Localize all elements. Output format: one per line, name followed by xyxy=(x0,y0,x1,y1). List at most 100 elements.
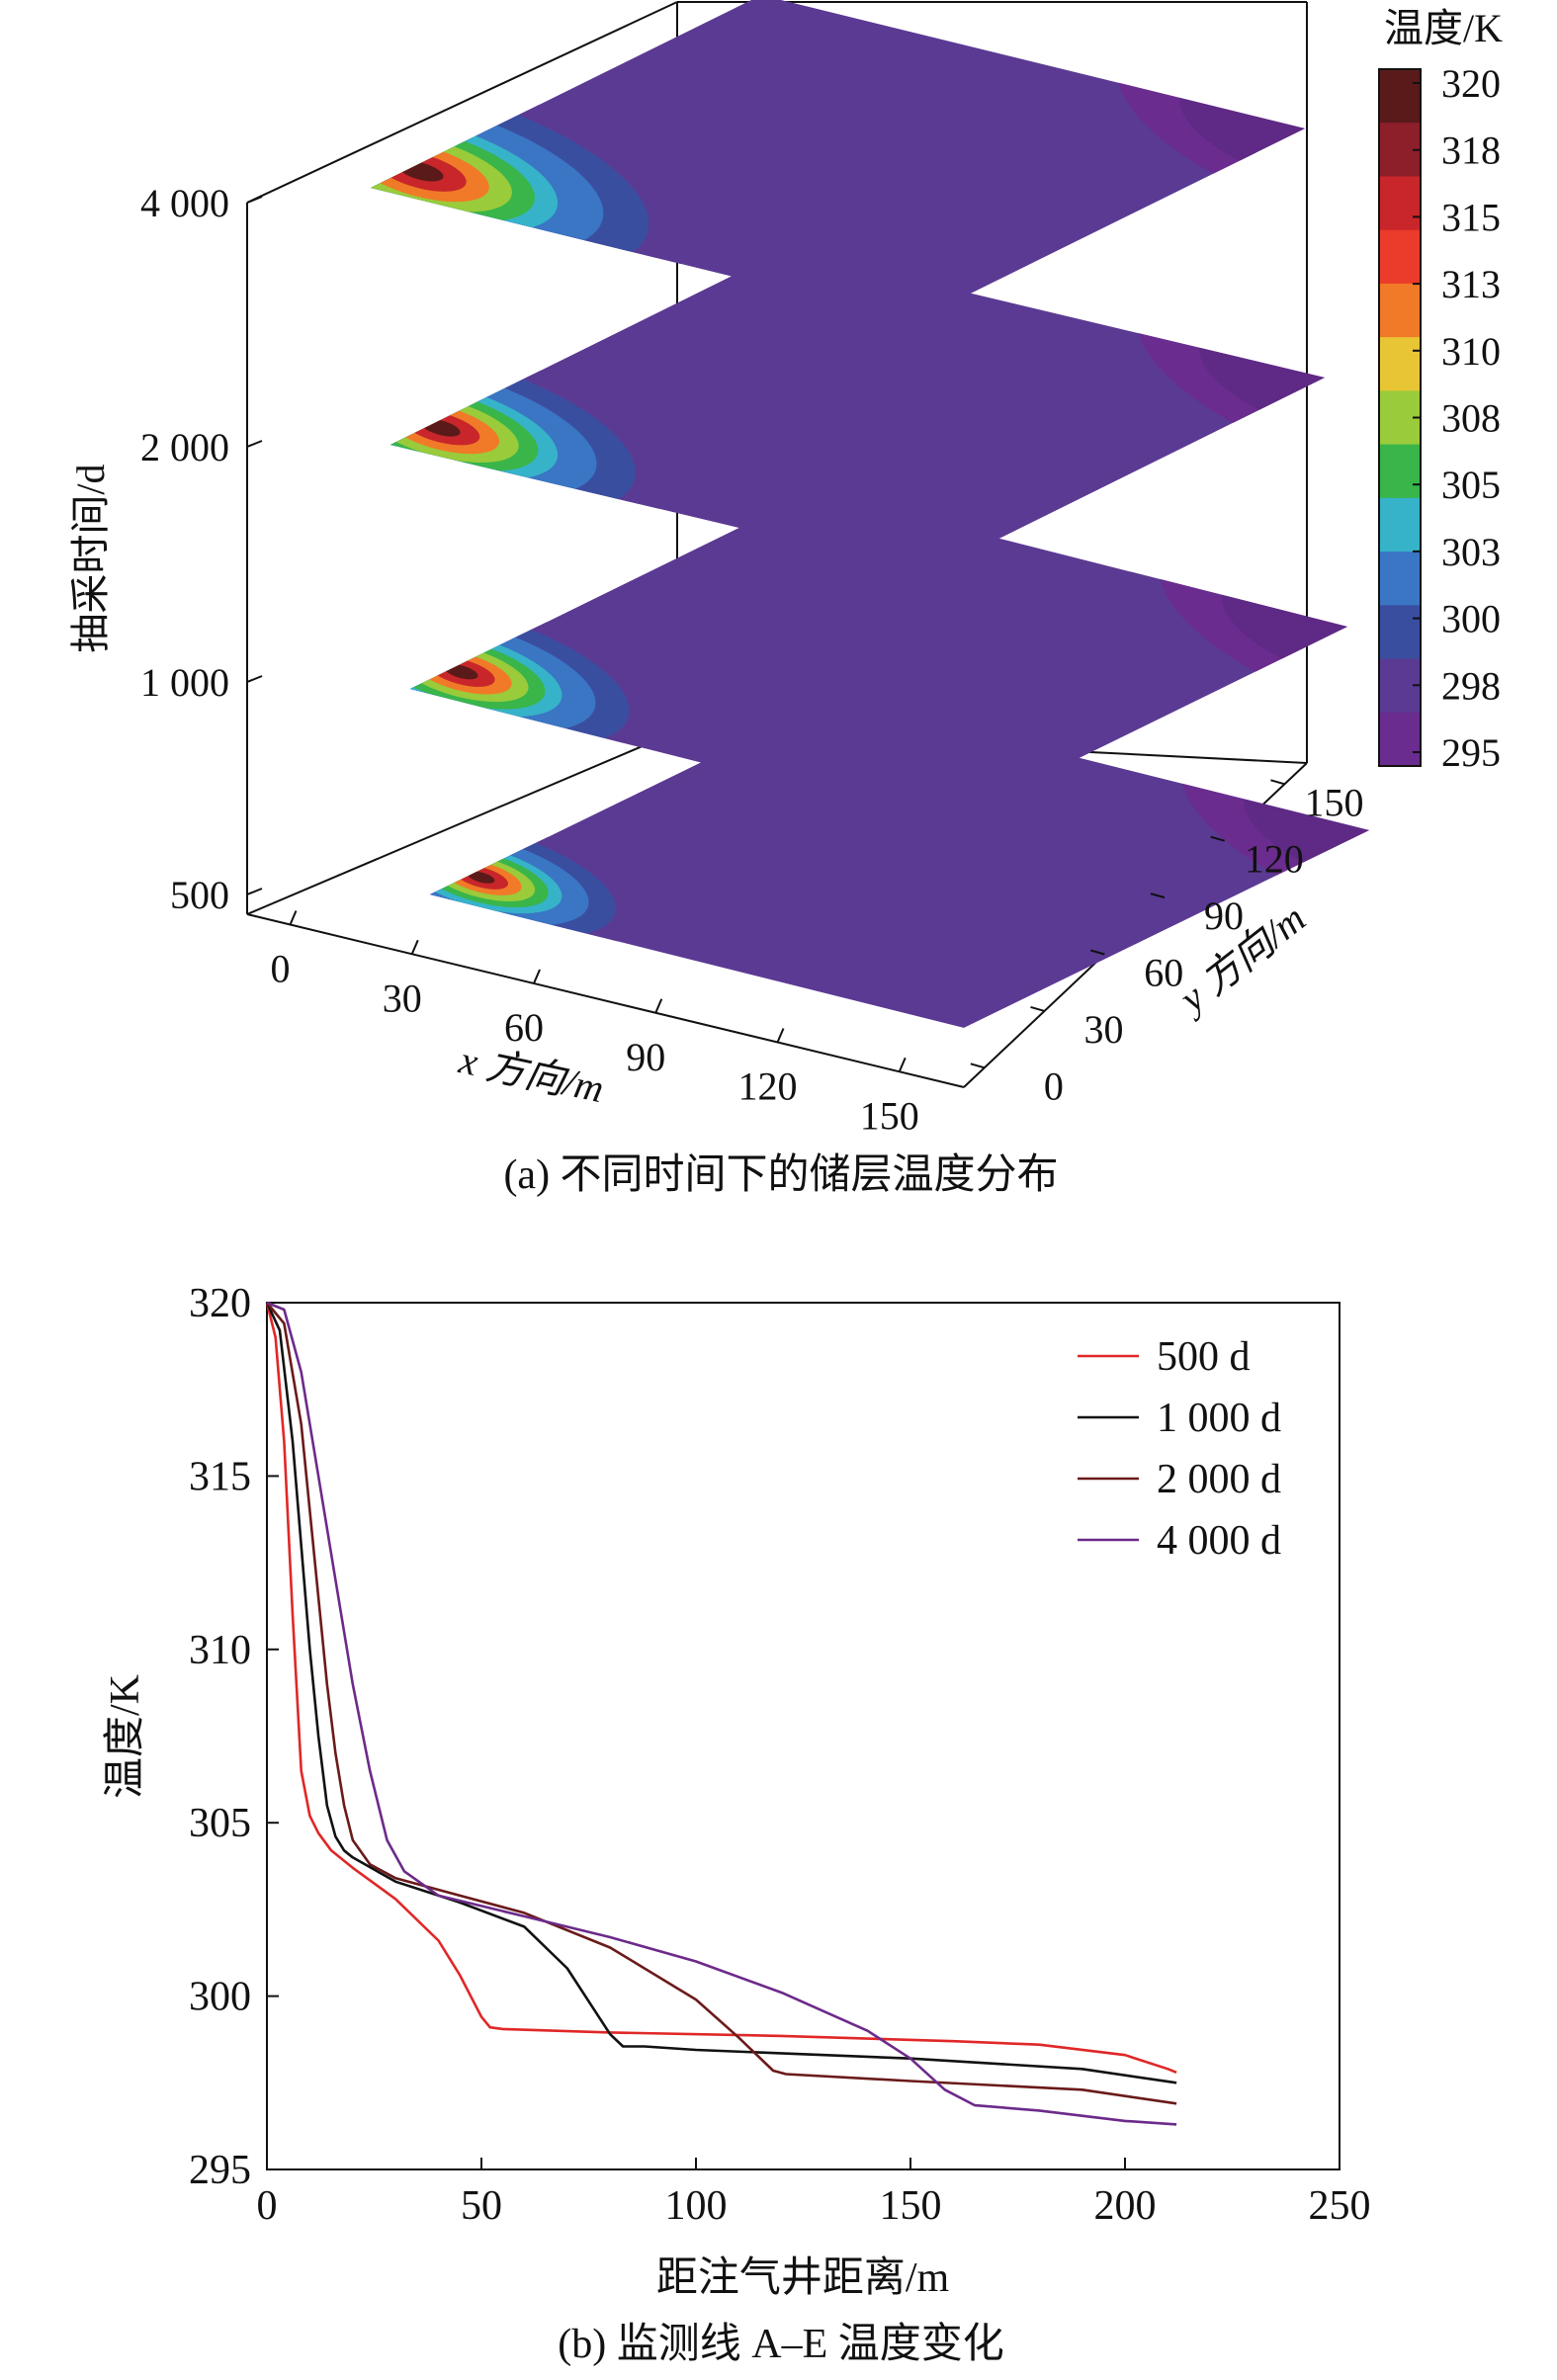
y-tick-label: 30 xyxy=(1084,1007,1124,1052)
x-tick-label: 100 xyxy=(665,2183,728,2229)
y-tick-label: 90 xyxy=(1204,893,1244,938)
colorbar-band xyxy=(1379,497,1421,552)
plume-ring xyxy=(468,871,495,884)
z-tick-label: 4 000 xyxy=(140,181,229,225)
x-tick-label: 60 xyxy=(504,1005,544,1050)
x-tick-label: 150 xyxy=(860,1093,919,1138)
colorbar: 320 318 315 313 310 308 305 303 300 298 295 xyxy=(1378,61,1501,775)
z-tick xyxy=(246,675,263,683)
series-line-1 xyxy=(265,1302,1177,2084)
colorbar-tick-label: 308 xyxy=(1441,396,1501,441)
colorbar-tick-label: 315 xyxy=(1441,195,1501,239)
y-tick-label: 150 xyxy=(1304,780,1363,824)
plot-frame xyxy=(266,1302,1341,2170)
temperature-layers xyxy=(371,0,1369,1028)
plume-ring xyxy=(444,664,478,680)
cool-zone xyxy=(1244,776,1369,890)
box-edge xyxy=(246,730,678,915)
colorbar-band xyxy=(1379,229,1421,285)
x-tick xyxy=(776,1028,785,1043)
temperature-layer-500 xyxy=(430,697,1369,1028)
y-tick xyxy=(1089,949,1105,956)
x-tick-label: 90 xyxy=(626,1035,665,1079)
z-tick xyxy=(246,196,263,204)
panel-b-caption: (b) 监测线 A–E 温度变化 xyxy=(558,2321,1003,2367)
cool-zone xyxy=(1179,74,1305,188)
colorbar-band xyxy=(1379,283,1421,338)
colorbar-band xyxy=(1379,337,1421,391)
x-axis-label-b: 距注气井距离/m xyxy=(656,2254,950,2301)
x-tick xyxy=(533,969,541,984)
series-line-0 xyxy=(265,1302,1177,2075)
y-tick-label: 120 xyxy=(1245,837,1304,882)
y-tick-label: 295 xyxy=(189,2148,251,2193)
colorbar-tick-label: 298 xyxy=(1441,663,1501,708)
colorbar-band xyxy=(1379,712,1421,767)
colorbar-tick-label: 318 xyxy=(1441,128,1501,173)
layer-base xyxy=(430,697,1369,1028)
y-axis-label-b: 温度/K xyxy=(103,1674,148,1799)
y-tick-label: 300 xyxy=(189,1975,251,2020)
y-tick xyxy=(1210,835,1225,842)
y-tick-label: 320 xyxy=(189,1281,251,1326)
series-lines xyxy=(265,1301,1177,2126)
x-tick-label: 0 xyxy=(271,947,291,991)
colorbar-title: 温度/K xyxy=(1384,6,1503,50)
x-tick-label: 200 xyxy=(1094,2183,1157,2229)
x-tick-label: 0 xyxy=(257,2183,278,2229)
x-tick xyxy=(654,998,663,1014)
temperature-layer-1000 xyxy=(410,491,1347,824)
x-tick-label: 150 xyxy=(880,2183,942,2229)
z-tick xyxy=(246,440,263,448)
x-tick-label: 30 xyxy=(383,976,422,1020)
series-line-3 xyxy=(266,1301,1177,2126)
axis-ticks: 0 50 100 150 200 250 295 300 305 310 315 320 xyxy=(189,1281,1371,2229)
y-tick xyxy=(1270,779,1285,786)
box-edge xyxy=(246,1,678,204)
colorbar-tick-label: 313 xyxy=(1441,262,1501,306)
y-tick-label: 305 xyxy=(189,1801,251,1846)
y-tick xyxy=(1150,892,1166,899)
temperature-layer-4000 xyxy=(371,0,1305,321)
z-tick xyxy=(246,888,263,895)
x-tick-label: 250 xyxy=(1309,2183,1371,2229)
colorbar-tick-label: 305 xyxy=(1441,463,1501,507)
x-tick xyxy=(410,939,419,955)
colorbar-tick-label: 320 xyxy=(1441,61,1501,106)
x-tick xyxy=(898,1057,907,1072)
colorbar-band xyxy=(1379,176,1421,231)
colorbar-tick-label: 300 xyxy=(1441,597,1501,641)
panel-a-caption: (a) 不同时间下的储层温度分布 xyxy=(503,1152,1058,1198)
x-tick-label: 50 xyxy=(461,2183,502,2229)
colorbar-tick-label: 310 xyxy=(1441,329,1501,374)
legend-label: 2 000 d xyxy=(1157,1457,1281,1502)
z-tick-label: 1 000 xyxy=(140,660,229,705)
colorbar-band xyxy=(1379,605,1421,660)
x-tick-label: 120 xyxy=(738,1064,798,1109)
z-tick-label: 500 xyxy=(170,873,229,917)
y-tick-label: 315 xyxy=(189,1454,251,1499)
box-edge xyxy=(246,913,965,1088)
colorbar-tick-label: 303 xyxy=(1441,530,1501,574)
y-tick xyxy=(1030,1005,1045,1012)
x-tick xyxy=(289,910,298,925)
z-tick-label: 2 000 xyxy=(140,425,229,469)
legend-label: 1 000 d xyxy=(1157,1396,1281,1441)
colorbar-band xyxy=(1379,69,1421,124)
legend-label: 500 d xyxy=(1157,1334,1251,1380)
panel-b-line-chart: 0 50 100 150 200 250 295 300 305 310 315 320 500 d 1… xyxy=(103,1281,1371,2367)
legend: 500 d 1 000 d 2 000 d 4 000 d xyxy=(1078,1334,1281,1564)
series-line-2 xyxy=(265,1302,1177,2105)
colorbar-tick-label: 295 xyxy=(1441,730,1501,775)
y-tick-label: 60 xyxy=(1144,951,1183,995)
y-tick-label: 310 xyxy=(189,1628,251,1673)
legend-label: 4 000 d xyxy=(1157,1518,1281,1564)
colorbar-band xyxy=(1379,444,1421,499)
y-tick xyxy=(970,1062,986,1069)
y-tick-label: 0 xyxy=(1044,1063,1064,1108)
colorbar-band xyxy=(1379,552,1421,606)
z-axis-label: 抽采时间/d xyxy=(68,464,113,652)
